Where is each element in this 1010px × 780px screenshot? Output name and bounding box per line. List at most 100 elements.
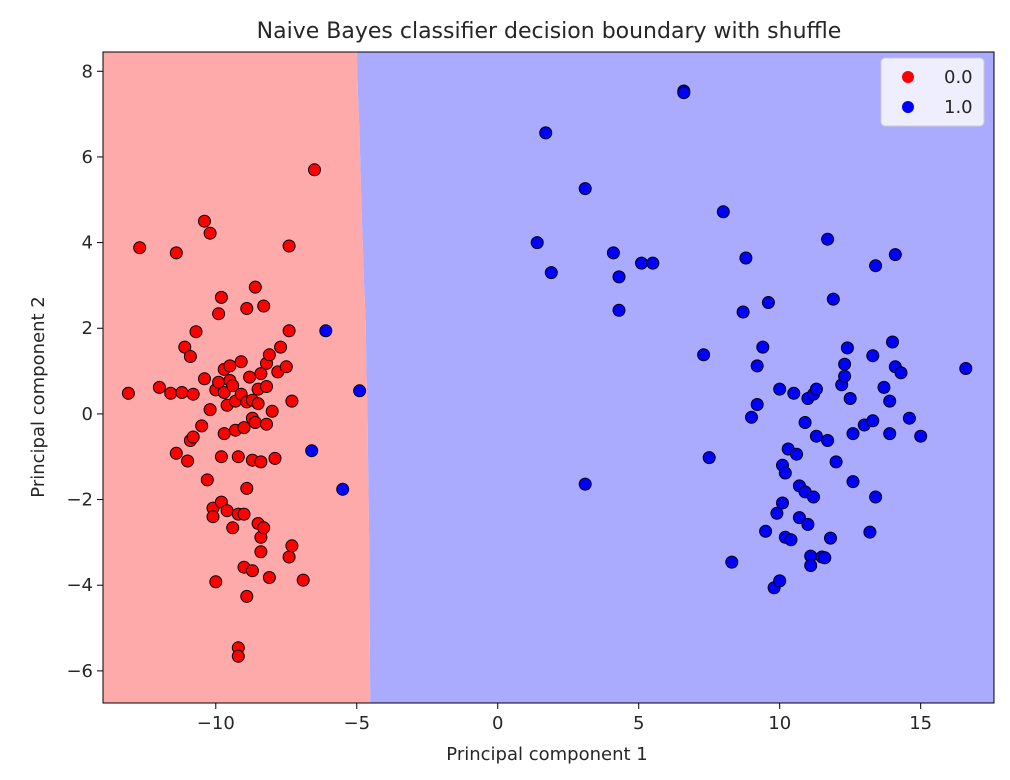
data-point-class-1-63 <box>843 392 857 405</box>
data-point-class-0-59 <box>248 416 262 429</box>
data-point-class-1-70 <box>869 490 883 504</box>
data-point-class-1-20 <box>736 305 750 319</box>
data-point-class-1-15 <box>677 86 691 100</box>
x-tick-label: 10 <box>768 713 791 734</box>
data-point-class-1-31 <box>773 382 787 396</box>
data-point-class-1-35 <box>778 466 792 480</box>
data-point-class-0-83 <box>285 394 299 408</box>
data-point-class-0-33 <box>220 504 234 518</box>
data-point-class-0-6 <box>175 386 189 399</box>
data-point-class-0-14 <box>195 419 209 433</box>
data-point-class-1-21 <box>739 251 753 265</box>
data-point-class-0-77 <box>274 340 288 354</box>
data-point-class-0-78 <box>279 360 293 374</box>
data-point-class-1-47 <box>804 559 818 572</box>
data-point-class-0-68 <box>257 521 271 535</box>
data-point-class-0-53 <box>243 370 257 384</box>
data-point-class-1-79 <box>902 411 916 425</box>
data-point-class-1-45 <box>801 517 815 531</box>
data-point-class-1-53 <box>818 551 832 565</box>
chart-title: Naive Bayes classifier decision boundary… <box>257 19 842 44</box>
data-point-class-0-43 <box>231 649 245 663</box>
data-point-class-0-79 <box>282 550 296 564</box>
data-point-class-0-80 <box>282 239 296 253</box>
data-point-class-1-69 <box>866 349 880 363</box>
data-point-class-1-71 <box>869 259 883 273</box>
data-point-class-0-85 <box>308 163 321 177</box>
data-point-class-1-5 <box>539 126 553 140</box>
data-point-class-0-52 <box>240 302 254 315</box>
data-point-class-1-58 <box>829 455 843 469</box>
data-point-class-1-57 <box>826 292 840 306</box>
data-point-class-1-55 <box>821 434 835 447</box>
data-point-class-0-65 <box>254 455 268 469</box>
data-point-class-1-11 <box>612 303 626 317</box>
data-point-class-0-8 <box>181 454 195 468</box>
data-point-class-0-35 <box>223 359 237 373</box>
data-point-class-1-78 <box>894 366 908 380</box>
data-point-class-1-18 <box>716 205 730 219</box>
data-point-class-0-74 <box>265 404 279 418</box>
x-tick-label: 0 <box>492 713 503 734</box>
data-point-class-0-72 <box>262 348 276 362</box>
y-axis-label: Principal component 2 <box>28 296 49 497</box>
data-point-class-1-65 <box>846 475 860 489</box>
data-point-class-1-17 <box>702 451 716 465</box>
data-point-class-0-11 <box>186 430 200 444</box>
legend-label-class-1: 1.0 <box>944 97 973 118</box>
data-point-class-0-12 <box>186 387 200 401</box>
data-point-class-1-1 <box>319 324 333 338</box>
data-point-class-0-16 <box>198 214 211 228</box>
data-point-class-0-26 <box>214 290 228 304</box>
data-point-class-0-50 <box>240 481 254 495</box>
data-point-class-0-81 <box>282 324 296 338</box>
data-point-class-1-4 <box>530 236 544 250</box>
data-point-class-1-41 <box>792 511 806 525</box>
data-point-class-1-22 <box>745 410 758 424</box>
x-axis: −10 −5 0 5 10 15 <box>197 703 932 734</box>
data-point-class-0-7 <box>178 340 192 354</box>
data-point-class-0-49 <box>240 589 254 603</box>
legend-marker-class-1 <box>902 101 914 113</box>
legend-marker-class-0 <box>902 71 914 83</box>
data-point-class-1-72 <box>877 380 891 394</box>
data-point-class-1-2 <box>336 482 350 496</box>
data-point-class-0-15 <box>198 372 211 386</box>
data-point-class-1-23 <box>750 398 764 411</box>
data-point-class-0-22 <box>209 575 223 589</box>
data-points <box>121 84 973 663</box>
data-point-class-1-39 <box>790 447 804 461</box>
data-point-class-1-60 <box>838 357 852 371</box>
data-point-class-0-58 <box>248 280 262 294</box>
data-point-class-0-84 <box>296 573 310 587</box>
data-point-class-1-0 <box>305 444 319 458</box>
data-point-class-0-1 <box>133 241 147 255</box>
data-point-class-1-26 <box>759 524 773 538</box>
data-point-class-1-12 <box>635 256 648 270</box>
data-point-class-1-73 <box>883 394 897 408</box>
class-0-decision-region <box>103 52 371 703</box>
data-point-class-0-13 <box>189 325 203 339</box>
data-point-class-1-51 <box>809 429 823 443</box>
plot-frame <box>102 51 995 704</box>
y-axis: −6 −4 −2 0 2 4 6 8 <box>66 61 103 682</box>
data-point-class-0-31 <box>217 427 231 441</box>
data-point-class-1-81 <box>959 362 973 375</box>
data-point-class-1-29 <box>770 506 784 520</box>
data-point-class-0-40 <box>231 450 245 464</box>
data-point-class-0-17 <box>200 473 214 487</box>
data-point-class-1-19 <box>725 555 739 569</box>
x-axis-label: Principal component 1 <box>446 744 647 765</box>
data-point-class-0-66 <box>254 367 268 381</box>
data-point-class-1-25 <box>756 340 770 354</box>
data-point-class-0-5 <box>169 446 183 460</box>
x-tick-label: −5 <box>343 713 370 734</box>
data-point-class-0-63 <box>254 545 268 559</box>
plot-area <box>102 51 995 704</box>
data-point-class-0-21 <box>206 510 220 524</box>
y-tick-label: 8 <box>82 61 93 82</box>
y-tick-label: 4 <box>82 233 93 254</box>
data-point-class-0-9 <box>183 350 197 363</box>
